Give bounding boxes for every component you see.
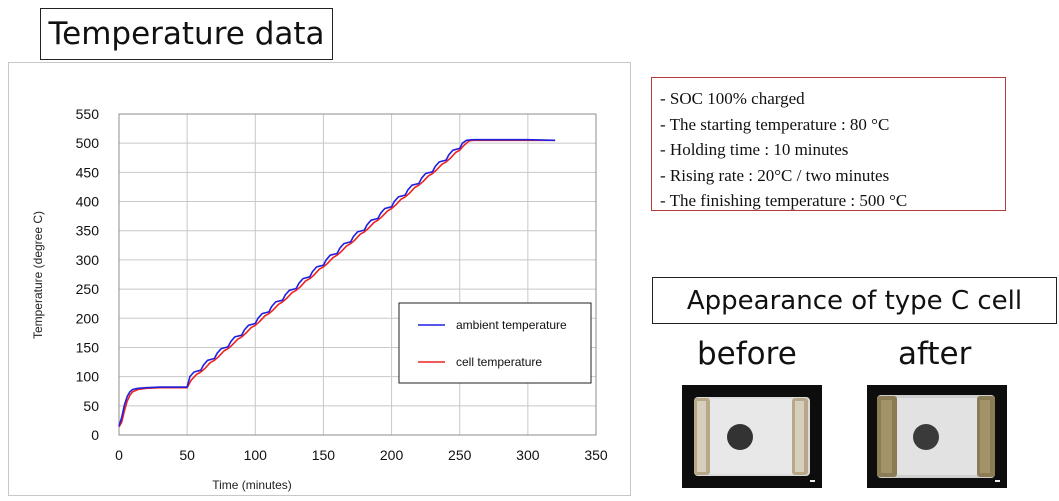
y-tick-label: 450 (76, 164, 100, 180)
y-tick-label: 250 (76, 281, 100, 297)
x-axis-label: Time (minutes) (212, 478, 292, 492)
y-tick-label: 400 (76, 194, 100, 210)
grid-lines (118, 113, 597, 436)
cell-temperature-line (118, 139, 556, 428)
y-tick-label: 300 (76, 252, 100, 268)
x-tick-label: 350 (584, 447, 608, 463)
x-tick-labels: 0 50 100 150 200 250 300 350 (115, 447, 608, 463)
x-tick-label: 300 (516, 447, 540, 463)
x-tick-label: 150 (312, 447, 336, 463)
x-tick-label: 100 (244, 447, 268, 463)
x-tick-label: 50 (179, 447, 195, 463)
legend: ambient temperature cell temperature (398, 302, 592, 384)
series-lines (118, 138, 556, 428)
y-axis-label: Temperature (degree C) (31, 211, 45, 339)
condition-starting-temperature: - The starting temperature : 80 °C (660, 114, 890, 134)
y-tick-labels: 0 50 100 150 200 250 300 350 400 450 500 550 (76, 106, 100, 443)
legend-box (398, 302, 592, 384)
appearance-title: Appearance of type C cell (652, 277, 1057, 324)
y-tick-label: 550 (76, 106, 100, 122)
before-label: before (697, 336, 797, 372)
y-tick-label: 100 (76, 369, 100, 385)
page-title: Temperature data (40, 8, 333, 60)
after-label: after (898, 336, 972, 372)
x-tick-label: 200 (380, 447, 404, 463)
ambient-temperature-line (118, 138, 556, 427)
condition-rising-rate: - Rising rate : 20°C / two minutes (660, 165, 890, 185)
y-tick-label: 200 (76, 310, 100, 326)
condition-finishing-temperature: - The finishing temperature : 500 °C (660, 191, 908, 210)
legend-label: ambient temperature (456, 318, 567, 332)
legend-label: cell temperature (456, 355, 542, 369)
y-tick-label: 50 (83, 398, 99, 414)
condition-holding-time: - Holding time : 10 minutes (660, 140, 849, 159)
y-tick-label: 150 (76, 339, 100, 355)
temperature-chart: 0 50 100 150 200 250 300 350 0 50 100 150 200 250 300… (31, 106, 608, 492)
plot-area-border (118, 113, 597, 436)
cell-photo-after (867, 385, 1007, 488)
condition-soc: - SOC 100% charged (660, 89, 805, 108)
y-tick-label: 0 (91, 427, 99, 443)
cell-photo-before (682, 385, 822, 488)
chart-frame: 0 50 100 150 200 250 300 350 0 50 100 150 200 250 300… (8, 62, 631, 496)
y-tick-label: 500 (76, 135, 100, 151)
test-conditions-box: - SOC 100% charged - The starting temper… (651, 77, 1006, 211)
x-tick-label: 0 (115, 447, 123, 463)
x-tick-label: 250 (448, 447, 472, 463)
y-tick-label: 350 (76, 223, 100, 239)
